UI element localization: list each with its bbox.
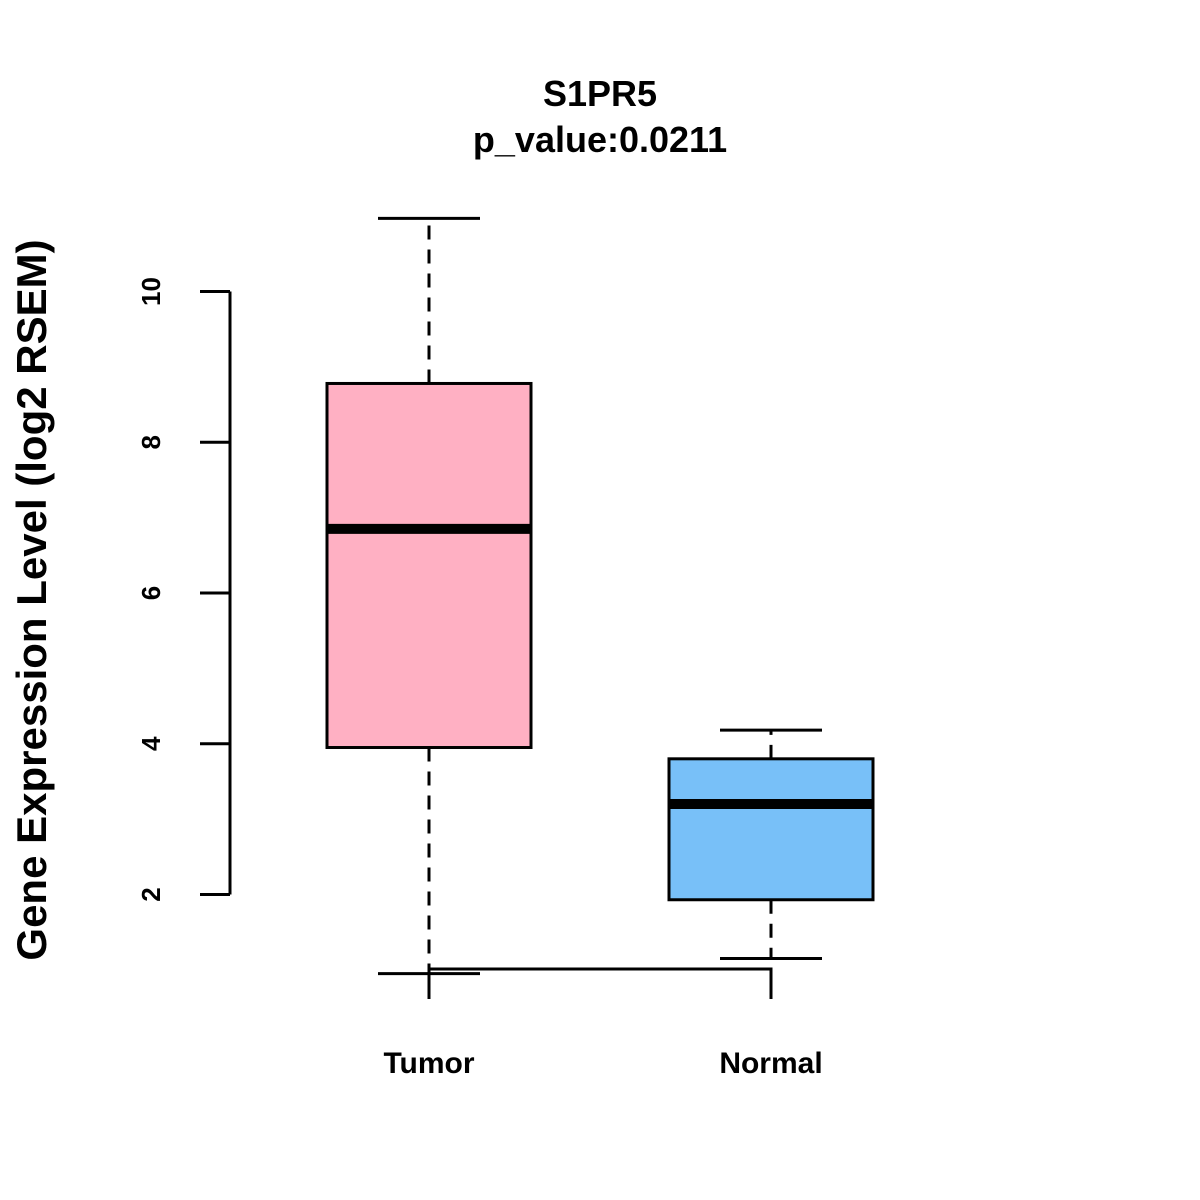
box-group-tumor (325, 216, 533, 976)
y-tick-label: 4 (136, 736, 166, 751)
comparison-bracket (427, 967, 773, 999)
tumor-box (325, 381, 533, 750)
y-axis: 2 4 6 8 10 (136, 277, 232, 902)
normal-box (667, 757, 875, 902)
category-label-tumor: Tumor (383, 1047, 474, 1080)
chart-title: S1PR5 (543, 73, 657, 114)
y-axis-label: Gene Expression Level (log2 RSEM) (8, 239, 55, 960)
y-tick-label: 2 (136, 887, 166, 901)
category-label-normal: Normal (719, 1047, 822, 1080)
chart-subtitle: p_value:0.0211 (473, 119, 727, 160)
plot-area: Tumor Normal (325, 216, 875, 1080)
y-tick-label: 10 (136, 277, 166, 306)
y-tick-label: 6 (136, 586, 166, 600)
box-group-normal (667, 728, 875, 961)
y-tick-label: 8 (136, 435, 166, 449)
